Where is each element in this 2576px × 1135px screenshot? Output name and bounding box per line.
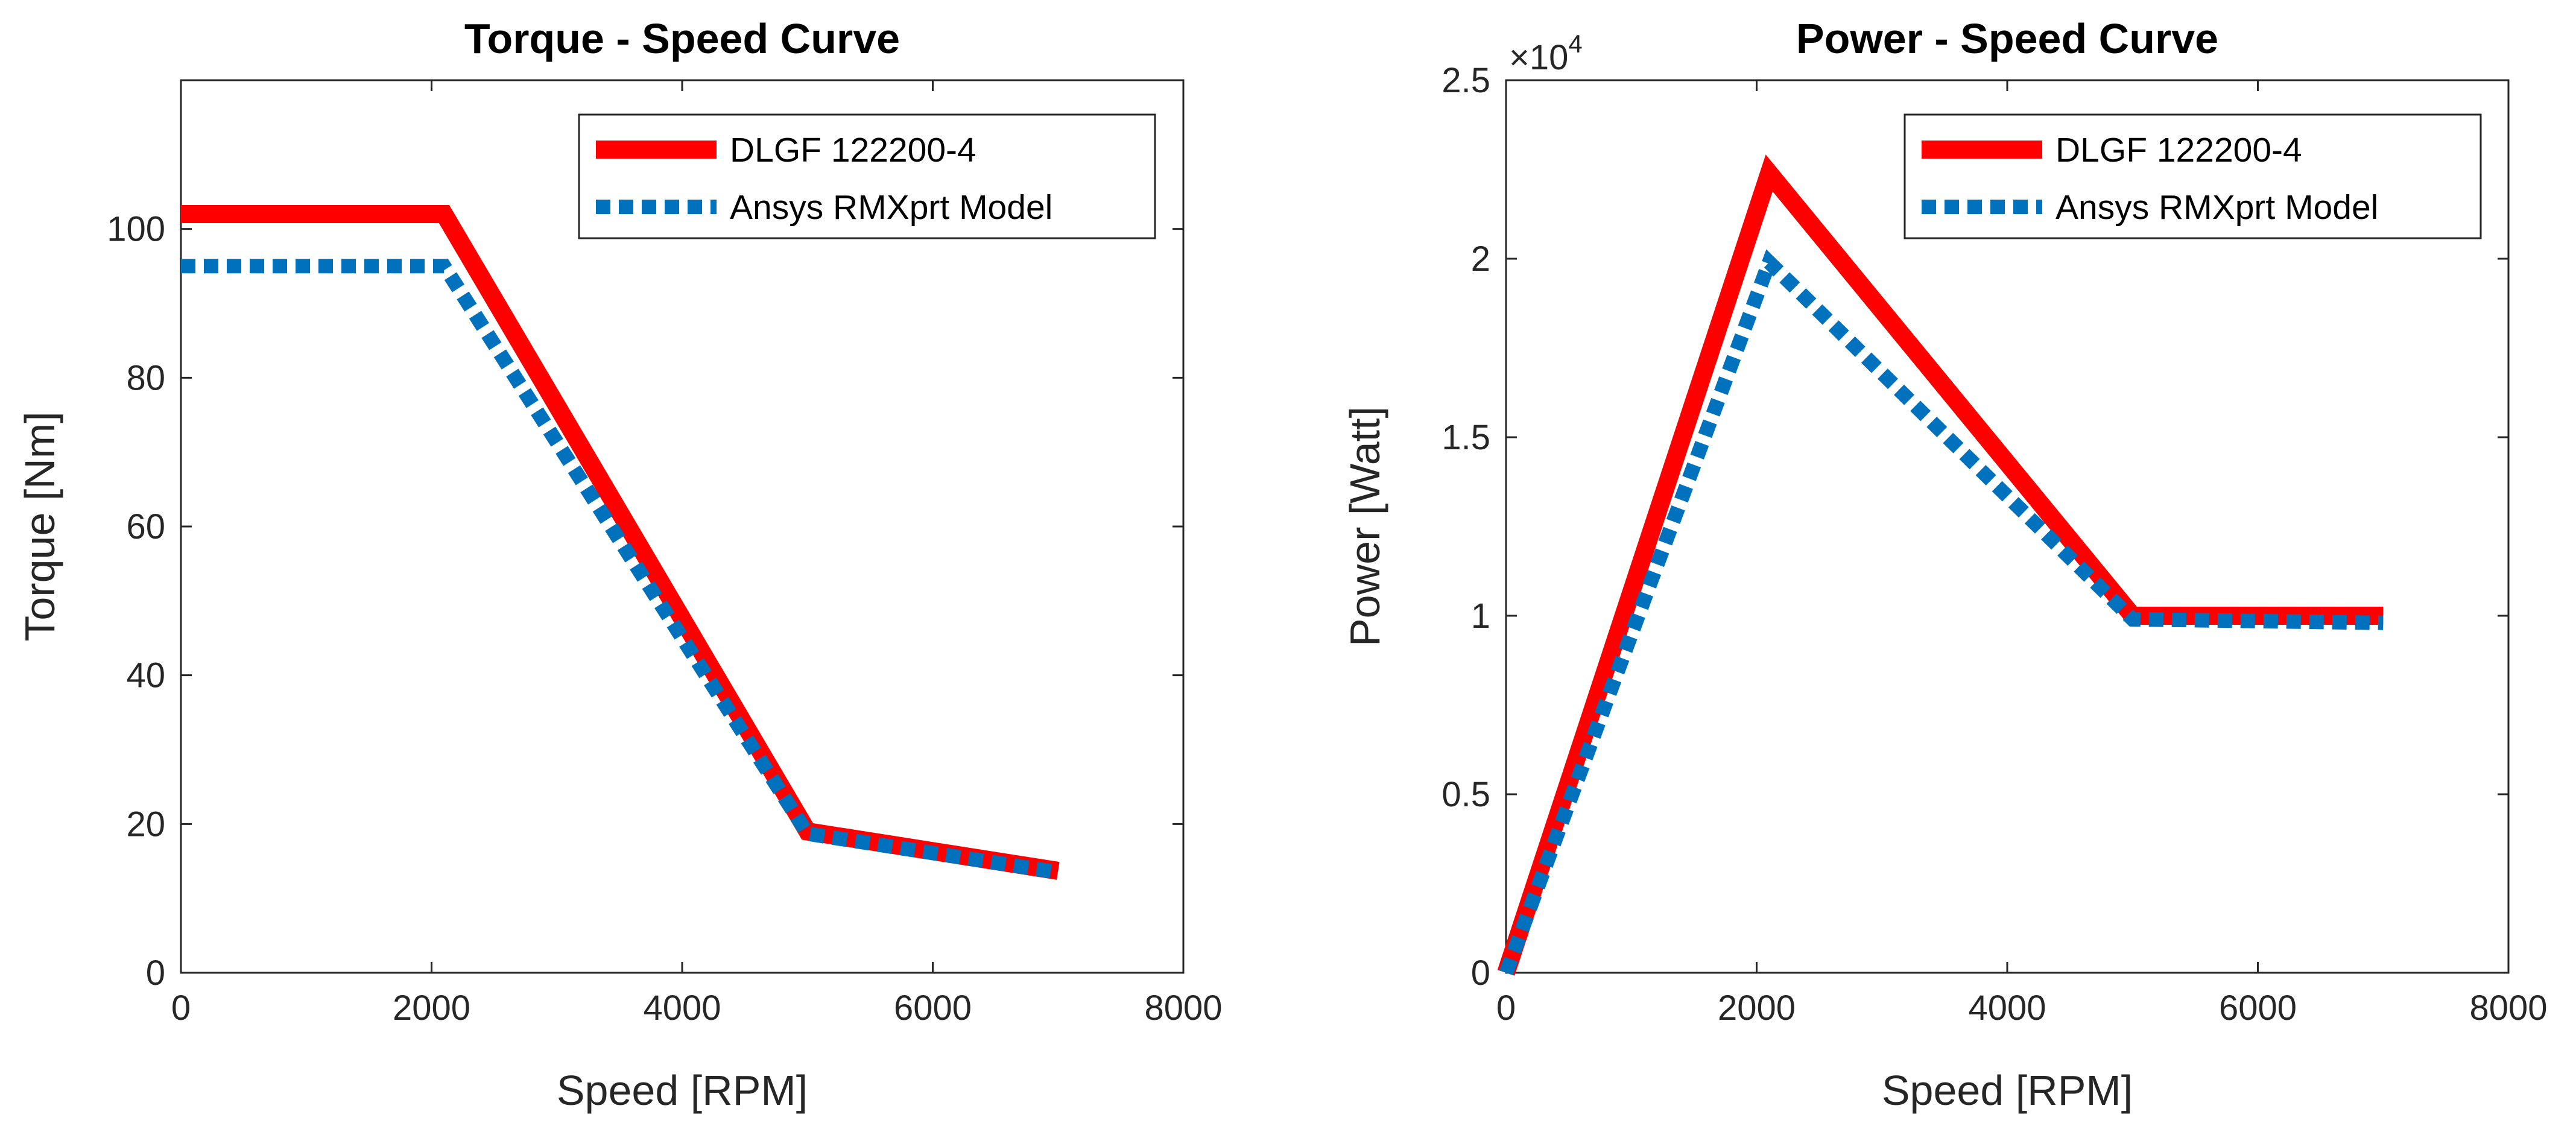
x-tick-label: 6000	[2219, 988, 2297, 1028]
axis-exponent-power: 4	[1568, 30, 1582, 58]
y-tick-label: 1	[1471, 596, 1490, 636]
series-line-1	[1497, 154, 2384, 976]
y-tick-label: 0	[1471, 953, 1490, 993]
y-tick-label: 40	[126, 656, 165, 695]
x-tick-label: 8000	[1144, 988, 1222, 1028]
x-tick-label: 4000	[1968, 988, 2046, 1028]
legend-label-1: DLGF 122200-4	[730, 131, 976, 169]
y-tick-label: 0	[146, 953, 165, 993]
legend: DLGF 122200-4 Ansys RMXprt Model	[578, 113, 1156, 239]
axis-exponent-base: ×10	[1509, 38, 1568, 77]
series-line-2	[1499, 249, 2384, 976]
x-tick-label: 6000	[894, 988, 972, 1028]
y-axis-label: Torque [Nm]	[16, 411, 63, 641]
subplot-2: 0 2000 4000 6000 8000 0 0.5 1 1.5 2 2.5 ×104 Power -…	[1341, 15, 2548, 1114]
y-tick-label: 1.5	[1441, 418, 1490, 457]
y-tick-label: 2.5	[1441, 61, 1490, 100]
legend-label-2: Ansys RMXprt Model	[2055, 188, 2378, 227]
x-tick-label: 0	[171, 988, 191, 1028]
legend: DLGF 122200-4 Ansys RMXprt Model	[1904, 113, 2482, 239]
y-tick-label: 60	[126, 507, 165, 546]
x-tick-label: 2000	[393, 988, 470, 1028]
x-axis-label: Speed [RPM]	[1882, 1067, 2133, 1114]
y-tick-label: 80	[126, 358, 165, 397]
series-line-2	[181, 259, 1060, 880]
y-tick-label: 0.5	[1441, 775, 1490, 814]
y-axis-label: Power [Watt]	[1341, 406, 1388, 647]
axis-exponent: ×104	[1509, 30, 1583, 77]
legend-label-1: DLGF 122200-4	[2055, 131, 2302, 169]
subplot-1: 0 2000 4000 6000 8000 0 20 40 60 80 100 Torque - Sp…	[16, 15, 1223, 1114]
y-tick-label: 2	[1471, 239, 1490, 279]
x-tick-label: 0	[1496, 988, 1516, 1028]
x-tick-label: 2000	[1718, 988, 1796, 1028]
y-tick-label: 100	[107, 210, 165, 249]
x-tick-label: 4000	[643, 988, 721, 1028]
legend-label-2: Ansys RMXprt Model	[730, 188, 1052, 227]
chart-title: Power - Speed Curve	[1796, 15, 2218, 62]
legend-box	[1904, 113, 2482, 239]
legend-box	[578, 113, 1156, 239]
y-tick-label: 20	[126, 805, 165, 844]
x-axis-label: Speed [RPM]	[557, 1067, 808, 1114]
chart-title: Torque - Speed Curve	[464, 15, 900, 62]
x-tick-label: 8000	[2469, 988, 2547, 1028]
